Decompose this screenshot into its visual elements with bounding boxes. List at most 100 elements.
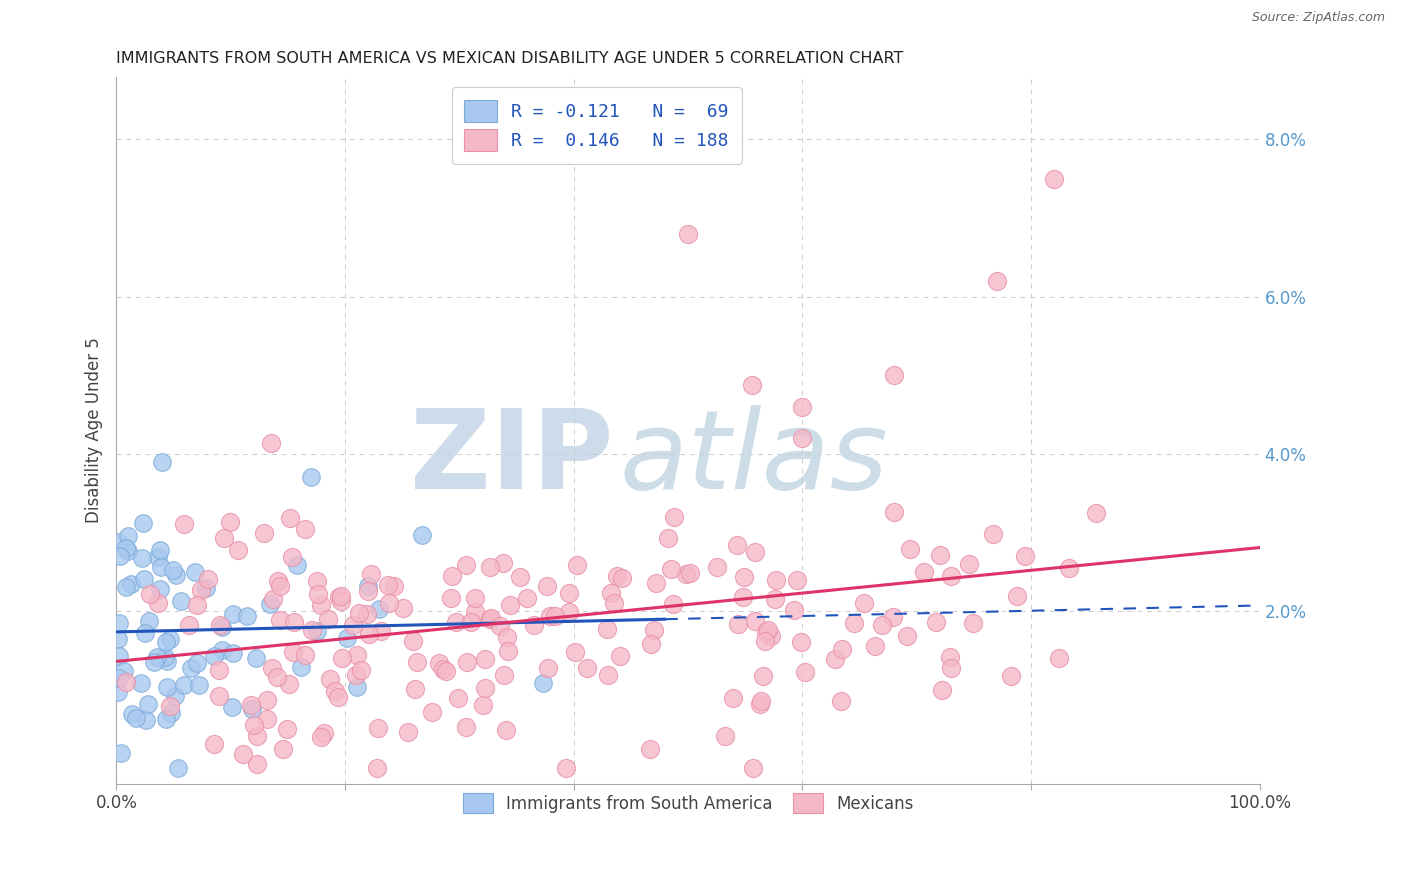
Point [744,545,766,559]
Point [957,557,980,571]
Point [396,724,419,739]
Point [531,676,554,690]
Point [155,712,177,726]
Point [516,591,538,605]
Point [294,648,316,662]
Point [107,534,129,549]
Point [108,615,131,630]
Point [1043,171,1066,186]
Point [269,613,291,627]
Point [356,607,378,621]
Point [749,698,772,712]
Point [744,615,766,629]
Point [474,681,496,695]
Point [117,529,139,543]
Point [600,586,623,600]
Point [142,656,165,670]
Point [165,690,187,704]
Point [170,593,193,607]
Point [149,582,172,596]
Point [536,579,558,593]
Point [792,431,814,445]
Point [842,615,865,630]
Point [676,227,699,241]
Point [299,470,322,484]
Point [156,681,179,695]
Point [278,677,301,691]
Point [360,566,382,581]
Point [121,707,143,722]
Point [342,618,364,632]
Point [328,590,350,604]
Point [741,378,763,392]
Point [290,660,312,674]
Point [523,618,546,632]
Point [156,654,179,668]
Legend: Immigrants from South America, Mexicans: Immigrants from South America, Mexicans [451,781,925,825]
Point [914,565,936,579]
Point [752,669,775,683]
Point [763,592,786,607]
Point [108,648,131,663]
Point [759,629,782,643]
Point [307,586,329,600]
Point [783,603,806,617]
Point [765,573,787,587]
Point [882,610,904,624]
Point [262,592,284,607]
Point [285,558,308,572]
Point [329,589,352,603]
Point [150,454,173,468]
Point [110,746,132,760]
Point [377,577,399,591]
Point [831,642,853,657]
Point [863,639,886,653]
Point [366,761,388,775]
Point [309,599,332,613]
Point [675,567,697,582]
Point [610,571,633,585]
Point [491,556,513,570]
Point [309,731,332,745]
Point [368,602,391,616]
Point [640,637,662,651]
Point [330,593,353,607]
Point [792,400,814,414]
Point [479,612,502,626]
Point [756,624,779,638]
Point [281,645,304,659]
Point [139,586,162,600]
Point [173,516,195,531]
Point [706,560,728,574]
Point [1005,589,1028,603]
Point [537,661,560,675]
Point [346,668,368,682]
Point [125,711,148,725]
Point [733,591,755,605]
Point [444,615,467,630]
Point [226,543,249,558]
Point [678,566,700,580]
Point [115,541,138,556]
Point [981,527,1004,541]
Point [110,549,132,563]
Point [346,680,368,694]
Point [107,685,129,699]
Point [928,548,950,562]
Point [645,575,668,590]
Point [186,656,208,670]
Point [643,623,665,637]
Point [755,625,778,640]
Text: Source: ZipAtlas.com: Source: ZipAtlas.com [1251,11,1385,24]
Text: IMMIGRANTS FROM SOUTH AMERICA VS MEXICAN DISABILITY AGE UNDER 5 CORRELATION CHAR: IMMIGRANTS FROM SOUTH AMERICA VS MEXICAN… [117,51,904,66]
Point [499,599,522,613]
Point [1085,506,1108,520]
Point [165,567,187,582]
Point [253,526,276,541]
Point [222,646,245,660]
Point [159,632,181,646]
Point [479,610,502,624]
Point [246,729,269,743]
Point [146,596,169,610]
Point [271,742,294,756]
